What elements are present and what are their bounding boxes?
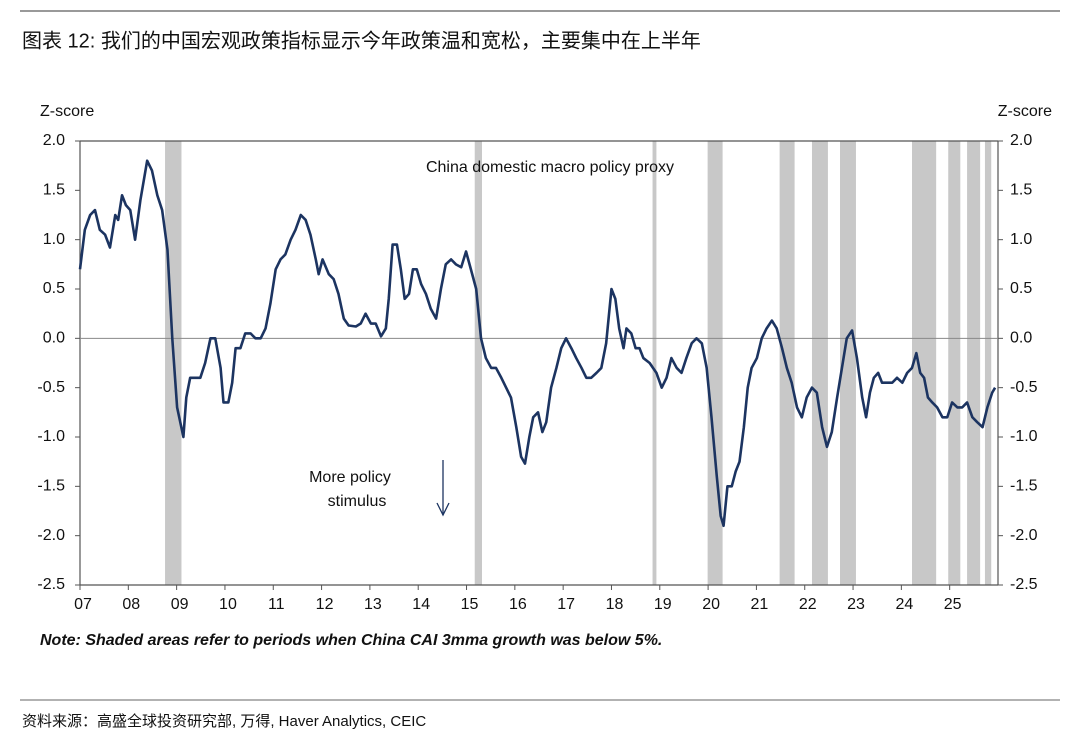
x-tick-label: 13 <box>364 596 382 613</box>
y-tick-label: 1.5 <box>43 182 65 199</box>
x-tick-label: 24 <box>895 596 913 613</box>
y-tick-label: -1.0 <box>37 428 65 445</box>
shaded-period <box>811 141 828 585</box>
x-tick-label: 17 <box>557 596 575 613</box>
y-tick-label: -2.0 <box>37 527 65 544</box>
shaded-period <box>967 141 981 585</box>
y-tick-label: 0.5 <box>43 280 65 297</box>
shaded-period <box>911 141 937 585</box>
y2-tick-label: -1.0 <box>1010 428 1038 445</box>
y-tick-label: -1.5 <box>37 478 65 495</box>
x-tick-label: 16 <box>509 596 527 613</box>
x-tick-label: 10 <box>219 596 237 613</box>
y-tick-label: -2.5 <box>37 576 65 593</box>
y-axis-label: Z-score <box>40 103 94 120</box>
shaded-period <box>840 141 856 585</box>
y-tick-label: 2.0 <box>43 132 65 149</box>
shaded-period <box>984 141 992 585</box>
y-tick-label: -0.5 <box>37 379 65 396</box>
y2-tick-label: -0.5 <box>1010 379 1038 396</box>
annotation: stimulus <box>328 493 387 510</box>
x-tick-label: 20 <box>702 596 720 613</box>
shaded-period <box>474 141 482 585</box>
y2-tick-label: 2.0 <box>1010 132 1032 149</box>
annotation: More policy <box>309 469 391 486</box>
plot-area <box>75 140 1003 590</box>
shaded-period <box>948 141 961 585</box>
x-tick-label: 23 <box>847 596 865 613</box>
y2-tick-label: -1.5 <box>1010 478 1038 495</box>
y-tick-label: 1.0 <box>43 231 65 248</box>
x-tick-label: 21 <box>751 596 769 613</box>
x-tick-label: 22 <box>799 596 817 613</box>
shaded-period <box>707 141 723 585</box>
y-tick-label: 0.0 <box>43 330 65 347</box>
x-tick-label: 19 <box>654 596 672 613</box>
x-tick-label: 08 <box>122 596 140 613</box>
arrow <box>436 460 450 517</box>
x-tick-label: 25 <box>944 596 962 613</box>
y2-axis-label: Z-score <box>998 103 1052 120</box>
chart-title: 图表 12: 我们的中国宏观政策指标显示今年政策温和宽松，主要集中在上半年 <box>22 29 701 52</box>
x-tick-label: 15 <box>461 596 479 613</box>
x-tick-label: 12 <box>316 596 334 613</box>
shaded-period <box>779 141 795 585</box>
shaded-period <box>652 141 657 585</box>
y2-tick-label: 1.5 <box>1010 182 1032 199</box>
y2-tick-label: 1.0 <box>1010 231 1032 248</box>
x-tick-label: 11 <box>268 596 285 613</box>
y2-tick-label: -2.5 <box>1010 576 1038 593</box>
source: 资料来源：高盛全球投资研究部, 万得, Haver Analytics, CEI… <box>22 712 426 730</box>
annotation: China domestic macro policy proxy <box>426 159 674 176</box>
x-tick-label: 07 <box>74 596 92 613</box>
y2-tick-label: -2.0 <box>1010 527 1038 544</box>
y2-tick-label: 0.5 <box>1010 280 1032 297</box>
x-tick-label: 09 <box>171 596 189 613</box>
x-tick-label: 18 <box>606 596 624 613</box>
note: Note: Shaded areas refer to periods when… <box>40 632 662 649</box>
y2-tick-label: 0.0 <box>1010 330 1032 347</box>
series-line <box>78 159 997 528</box>
x-tick-label: 14 <box>412 596 430 613</box>
